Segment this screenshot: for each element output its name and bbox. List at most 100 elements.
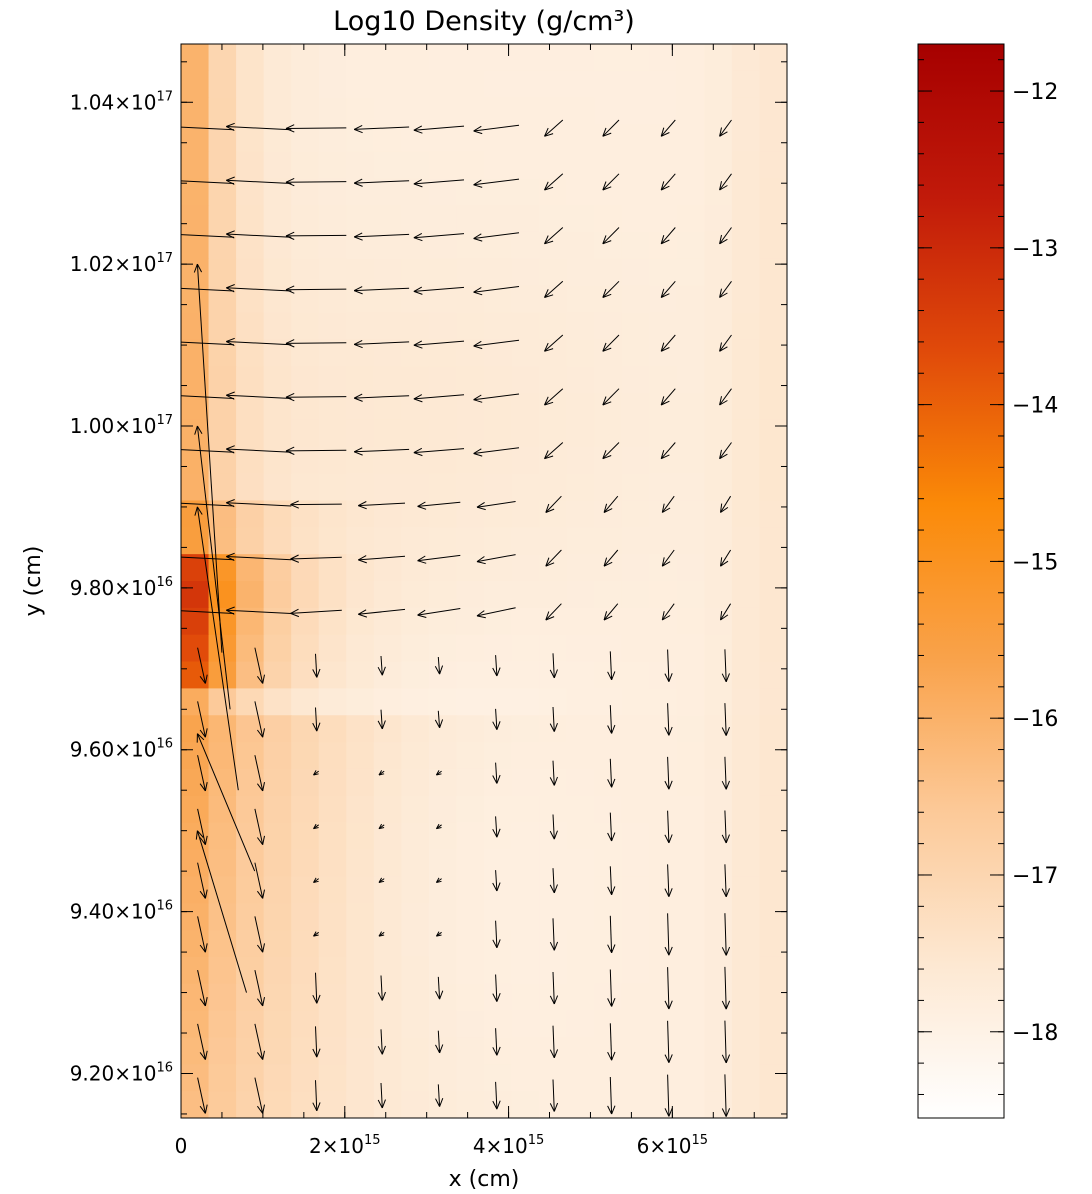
heatmap-cell — [208, 366, 237, 394]
heatmap-cell — [373, 285, 402, 314]
heatmap-cell — [621, 258, 650, 287]
heatmap-cell — [704, 849, 733, 877]
heatmap-cell — [456, 903, 485, 931]
heatmap-cell — [401, 634, 430, 663]
heatmap-cell — [704, 956, 733, 985]
heatmap-cell — [208, 258, 237, 287]
heatmap-cell — [731, 500, 761, 528]
heatmap-cell — [649, 876, 678, 904]
heatmap-cell — [676, 151, 705, 179]
heatmap-cell — [456, 554, 485, 582]
heatmap-cell — [456, 285, 485, 314]
velocity-arrow — [353, 232, 410, 241]
heatmap-cell — [704, 715, 733, 743]
heatmap-cell — [373, 339, 402, 367]
heatmap-cell — [428, 634, 458, 663]
heatmap-cell — [236, 258, 265, 287]
heatmap-cell — [649, 822, 678, 851]
axes: 0 2×1015 4×1015 6×1015 9.20×1016 9.40×1016 9.6… — [70, 44, 787, 1158]
heatmap-cell — [401, 554, 430, 582]
velocity-arrow — [492, 920, 501, 949]
velocity-arrow — [378, 823, 385, 830]
heatmap-cell — [676, 1010, 705, 1039]
velocity-arrow — [378, 931, 385, 937]
heatmap-cell — [428, 930, 458, 958]
heatmap-cell — [759, 607, 787, 636]
y-tick-label: 9.20×1016 — [70, 1060, 173, 1085]
heatmap-cell — [401, 527, 430, 555]
chart-title: Log10 Density (g/cm³) — [333, 6, 635, 37]
heatmap-cell — [318, 1091, 347, 1118]
heatmap-cell — [263, 1091, 292, 1118]
heatmap-cell — [759, 393, 787, 421]
heatmap-cell — [428, 1064, 458, 1092]
heatmap-cell — [594, 44, 623, 72]
colorbar-tick-label: −16 — [1012, 707, 1058, 732]
heatmap-cell — [759, 688, 787, 716]
velocity-arrow — [492, 655, 501, 677]
heatmap-cell — [676, 822, 705, 851]
heatmap-cell — [621, 607, 650, 636]
heatmap-cell — [181, 312, 210, 340]
heatmap-cell — [318, 876, 347, 904]
heatmap-cell — [263, 661, 292, 689]
heatmap-cell — [373, 419, 402, 448]
heatmap-cell — [428, 258, 458, 287]
heatmap-cell — [346, 97, 375, 126]
heatmap-cell — [649, 768, 678, 797]
velocity-arrow — [607, 651, 616, 681]
velocity-arrow — [226, 284, 292, 293]
velocity-arrow — [607, 812, 616, 842]
velocity-arrow — [197, 701, 208, 738]
heatmap-cell — [181, 849, 210, 877]
heatmap-cell — [401, 393, 430, 421]
velocity-arrow — [721, 966, 731, 1010]
heatmap-cell — [291, 124, 320, 152]
heatmap-cell — [484, 178, 513, 206]
heatmap-cell — [566, 581, 595, 609]
heatmap-cell — [676, 339, 705, 367]
heatmap-cell — [346, 205, 375, 233]
heatmap-cell — [346, 151, 375, 179]
heatmap-cell — [676, 393, 705, 421]
heatmap-cell — [263, 795, 292, 824]
heatmap-cell — [428, 688, 458, 716]
heatmap-cell — [181, 742, 210, 770]
heatmap-cell — [511, 876, 540, 904]
velocity-arrow — [197, 916, 208, 953]
velocity-arrow — [602, 388, 620, 406]
heatmap-cell — [401, 822, 430, 851]
heatmap-cell — [594, 634, 623, 663]
heatmap-cell — [539, 366, 568, 394]
heatmap-cell — [511, 97, 540, 126]
velocity-arrow — [413, 340, 465, 349]
velocity-arrow — [492, 816, 501, 838]
y-tick-label: 9.40×1016 — [70, 899, 173, 924]
heatmap-cell — [704, 178, 733, 206]
heatmap-cell — [676, 849, 705, 877]
heatmap-cell — [539, 258, 568, 287]
heatmap-cell — [676, 768, 705, 797]
heatmap-cell — [759, 366, 787, 394]
heatmap-cell — [291, 661, 320, 689]
heatmap-cell — [428, 473, 458, 502]
heatmap-cell — [346, 768, 375, 797]
heatmap-cell — [676, 1037, 705, 1065]
heatmap-cell — [759, 70, 787, 99]
heatmap-cell — [318, 956, 347, 985]
heatmap-cell — [263, 44, 292, 72]
heatmap-cell — [566, 715, 595, 743]
heatmap-cell — [539, 44, 568, 72]
heatmap-cell — [704, 607, 733, 636]
heatmap-cell — [456, 1037, 485, 1065]
plot-frame — [180, 43, 788, 1119]
heatmap-cell — [731, 822, 761, 851]
heatmap-cell — [208, 930, 237, 958]
heatmap-cell — [731, 205, 761, 233]
heatmap-cell — [621, 1037, 650, 1065]
heatmap-cell — [676, 983, 705, 1012]
heatmap-cell — [181, 903, 210, 931]
heatmap-cell — [649, 1010, 678, 1039]
heatmap-cell — [594, 1010, 623, 1039]
velocity-arrow — [602, 119, 620, 137]
